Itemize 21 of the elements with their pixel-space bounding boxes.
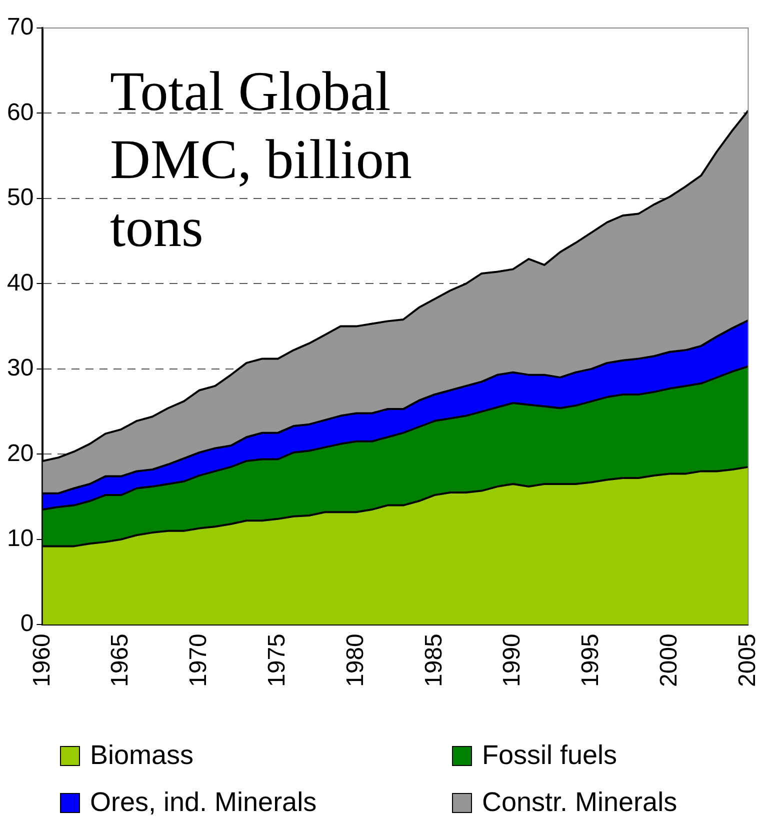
legend-label: Fossil fuels	[482, 740, 618, 771]
y-tick-label: 50	[6, 184, 34, 212]
legend-label: Ores, ind. Minerals	[90, 787, 317, 818]
x-tick-label: 1980	[342, 634, 369, 687]
y-tick-label: 20	[6, 440, 34, 467]
x-tick-label: 1965	[106, 634, 134, 687]
y-tick-label: 10	[6, 525, 34, 552]
y-tick-label: 60	[6, 98, 34, 126]
x-tick-label: 1985	[420, 634, 448, 687]
y-tick-label: 40	[6, 269, 34, 296]
x-tick-label: 2000	[655, 634, 682, 687]
x-tick-label: 1970	[185, 634, 212, 687]
x-tick-label: 2005	[734, 634, 761, 687]
text: Total Global DMC, billion tons	[110, 60, 413, 261]
x-tick-label: 1975	[263, 634, 290, 687]
x-tick-label: 1990	[498, 634, 526, 687]
y-tick-label: 70	[6, 14, 34, 41]
x-tick-label: 1995	[577, 634, 604, 687]
y-tick-label: 30	[6, 354, 34, 382]
legend-label: Biomass	[90, 740, 194, 771]
legend-label: Constr. Minerals	[482, 787, 678, 818]
